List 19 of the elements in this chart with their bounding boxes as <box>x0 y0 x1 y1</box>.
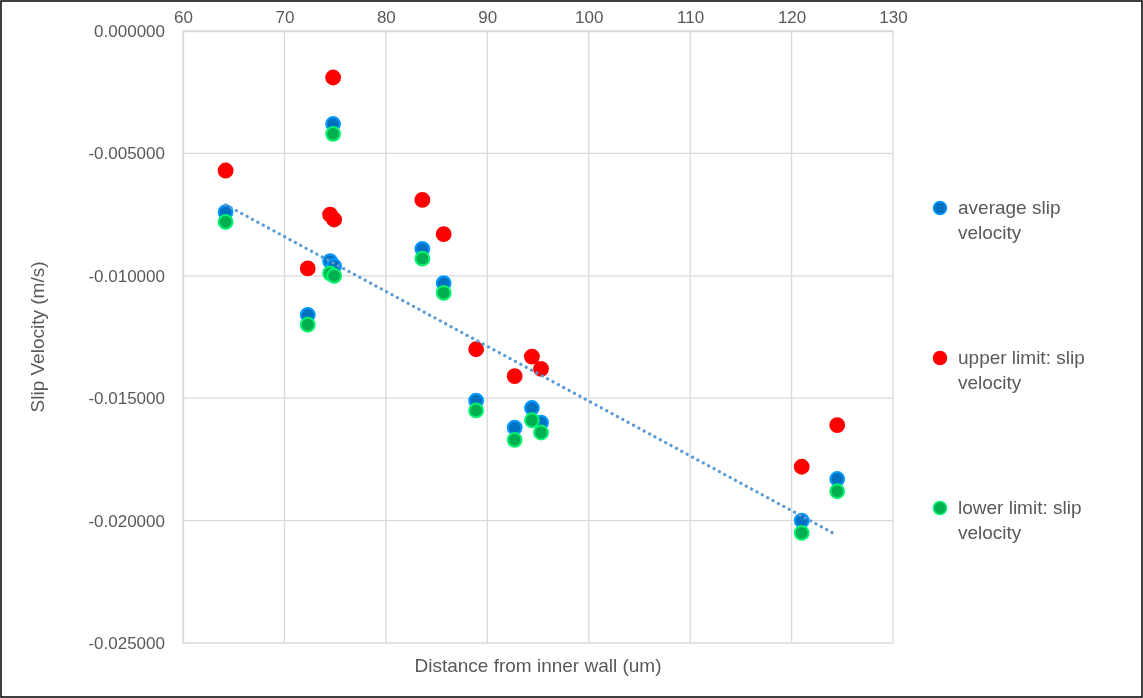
y-tick-label: -0.010000 <box>88 266 165 286</box>
x-tick-label: 60 <box>174 8 193 27</box>
legend-label: lower limit: slip velocity <box>958 497 1082 543</box>
x-tick-label: 90 <box>478 8 498 27</box>
y-tick-label: -0.020000 <box>88 511 165 531</box>
y-tick-label: -0.015000 <box>88 389 165 409</box>
x-tick-label: 80 <box>376 8 396 27</box>
y-tick-label: -0.025000 <box>88 633 165 653</box>
x-tick-label: 120 <box>777 8 807 27</box>
legend-label: average slip velocity <box>958 197 1061 243</box>
legend-label: upper limit: slip velocity <box>958 347 1085 393</box>
x-axis-title: Distance from inner wall (um) <box>414 655 662 676</box>
x-tick-label: 70 <box>275 8 295 27</box>
y-tick-label: -0.005000 <box>88 144 165 164</box>
y-tick-label: 0.000000 <box>94 21 165 41</box>
x-tick-label: 110 <box>677 8 705 27</box>
y-axis-title: Slip Velocity (m/s) <box>27 261 48 413</box>
x-tick-label: 100 <box>575 8 604 27</box>
x-tick-label: 130 <box>879 8 908 27</box>
